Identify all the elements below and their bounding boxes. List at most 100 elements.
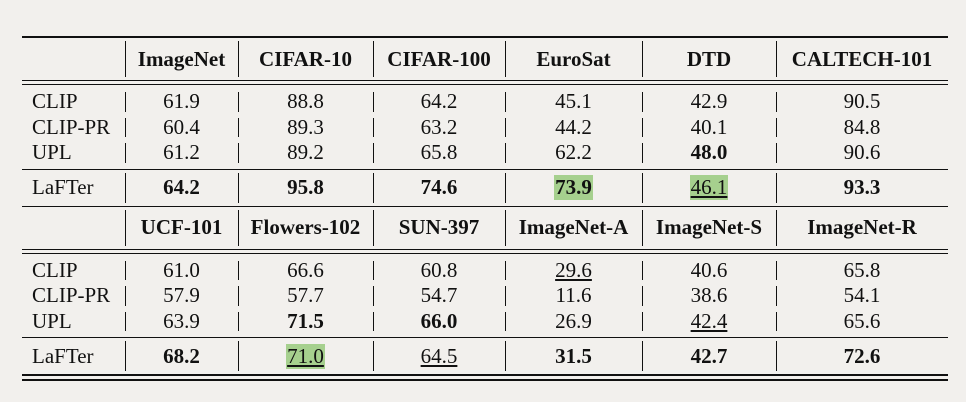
value-cell: 42.4 (642, 309, 776, 335)
header-eurosat: EuroSat (505, 38, 642, 80)
value-cell: 72.6 (776, 338, 948, 374)
value-cell: 65.8 (776, 258, 948, 284)
double-rule-lower (22, 84, 948, 85)
highlighted-second-value: 71.0 (286, 343, 325, 369)
value-cell: 73.9 (505, 170, 642, 206)
value-cell: 71.0 (238, 338, 373, 374)
value-cell: 65.6 (776, 309, 948, 335)
value-cell: 62.2 (505, 140, 642, 166)
header-cifar-100: CIFAR-100 (373, 38, 505, 80)
lafter-row: LaFTer 64.2 95.8 74.6 73.9 46.1 93.3 (22, 170, 948, 206)
value-cell: 84.8 (776, 115, 948, 141)
value-cell: 89.2 (238, 140, 373, 166)
best-value: 48.0 (690, 140, 728, 165)
lafter-row: LaFTer 68.2 71.0 64.5 31.5 42.7 72.6 (22, 338, 948, 374)
best-value: 72.6 (843, 343, 881, 368)
method-label: LaFTer (32, 343, 94, 368)
value-cell: 60.8 (373, 258, 505, 284)
best-value: 93.3 (843, 175, 881, 199)
best-value: 66.0 (420, 308, 458, 333)
table-row: CLIP-PR 57.9 57.7 54.7 11.6 38.6 54.1 (22, 283, 948, 309)
best-value: 64.2 (163, 175, 200, 199)
table-row: UPL 61.2 89.2 65.8 62.2 48.0 90.6 (22, 140, 948, 166)
header-sun-397: SUN-397 (373, 207, 505, 249)
top-rule (22, 36, 948, 38)
value-cell: 46.1 (642, 170, 776, 206)
bottom-rule-lower (22, 379, 948, 381)
header-caltech-101: CALTECH-101 (776, 38, 948, 80)
double-rule-upper (22, 80, 948, 81)
second-best-value: 42.4 (690, 308, 728, 333)
double-rule-lower (22, 252, 948, 254)
header-imagenet-a: ImageNet-A (505, 207, 642, 249)
second-best-value: 64.5 (420, 343, 458, 368)
value-cell: 63.2 (373, 115, 505, 141)
value-cell: 74.6 (373, 170, 505, 206)
highlighted-second-value: 46.1 (689, 175, 729, 200)
value-cell: 61.9 (125, 89, 238, 115)
bottom-rule-upper (22, 374, 948, 376)
header-cifar-10: CIFAR-10 (238, 38, 373, 80)
method-label: CLIP-PR (32, 114, 111, 139)
header-row: ImageNet CIFAR-10 CIFAR-100 EuroSat DTD … (22, 38, 948, 80)
best-value: 68.2 (163, 343, 200, 368)
value-cell: 66.0 (373, 309, 505, 335)
value-cell: 44.2 (505, 115, 642, 141)
value-cell: 64.5 (373, 338, 505, 374)
value-cell: 65.8 (373, 140, 505, 166)
value-cell: 57.9 (125, 283, 238, 309)
second-best-value: 29.6 (555, 257, 592, 282)
header-method-cell (22, 38, 125, 80)
value-cell: 45.1 (505, 89, 642, 115)
value-cell: 57.7 (238, 283, 373, 309)
value-cell: 66.6 (238, 258, 373, 284)
best-value: 71.5 (287, 308, 324, 333)
value-cell: 42.7 (642, 338, 776, 374)
value-cell: 38.6 (642, 283, 776, 309)
section-rule (22, 205, 948, 207)
method-label: LaFTer (32, 175, 94, 199)
table-row: UPL 63.9 71.5 66.0 26.9 42.4 65.6 (22, 309, 948, 335)
table-row: CLIP-PR 60.4 89.3 63.2 44.2 40.1 84.8 (22, 115, 948, 141)
value-cell: 11.6 (505, 283, 642, 309)
value-cell: 88.8 (238, 89, 373, 115)
value-cell: 54.1 (776, 283, 948, 309)
value-cell: 40.1 (642, 115, 776, 141)
value-cell: 90.5 (776, 89, 948, 115)
value-cell: 90.6 (776, 140, 948, 166)
value-cell: 29.6 (505, 258, 642, 284)
value-cell: 71.5 (238, 309, 373, 335)
value-cell: 48.0 (642, 140, 776, 166)
value-cell: 26.9 (505, 309, 642, 335)
best-value: 42.7 (690, 343, 728, 368)
best-value: 74.6 (420, 175, 458, 199)
value-cell: 31.5 (505, 338, 642, 374)
best-value: 95.8 (287, 175, 324, 199)
baseline-rows: CLIP 61.9 88.8 64.2 45.1 42.9 90.5 CLIP-… (22, 85, 948, 169)
method-label: CLIP (32, 89, 78, 114)
method-label: CLIP-PR (32, 283, 111, 308)
method-label: UPL (32, 308, 72, 333)
method-label: CLIP (32, 257, 78, 282)
header-imagenet-s: ImageNet-S (642, 207, 776, 249)
value-cell: 68.2 (125, 338, 238, 374)
value-cell: 89.3 (238, 115, 373, 141)
method-label: UPL (32, 140, 72, 165)
header-imagenet: ImageNet (125, 38, 238, 80)
table-row: CLIP 61.0 66.6 60.8 29.6 40.6 65.8 (22, 258, 948, 284)
section-rule (22, 337, 948, 338)
value-cell: 61.0 (125, 258, 238, 284)
value-cell: 60.4 (125, 115, 238, 141)
value-cell: 95.8 (238, 170, 373, 206)
header-dtd: DTD (642, 38, 776, 80)
double-rule-upper (22, 248, 948, 250)
value-cell: 93.3 (776, 170, 948, 206)
value-cell: 64.2 (373, 89, 505, 115)
section-rule (22, 168, 948, 170)
value-cell: 42.9 (642, 89, 776, 115)
header-imagenet-r: ImageNet-R (776, 207, 948, 249)
value-cell: 64.2 (125, 170, 238, 206)
table-row: CLIP 61.9 88.8 64.2 45.1 42.9 90.5 (22, 89, 948, 115)
best-value: 31.5 (555, 343, 592, 368)
value-cell: 63.9 (125, 309, 238, 335)
